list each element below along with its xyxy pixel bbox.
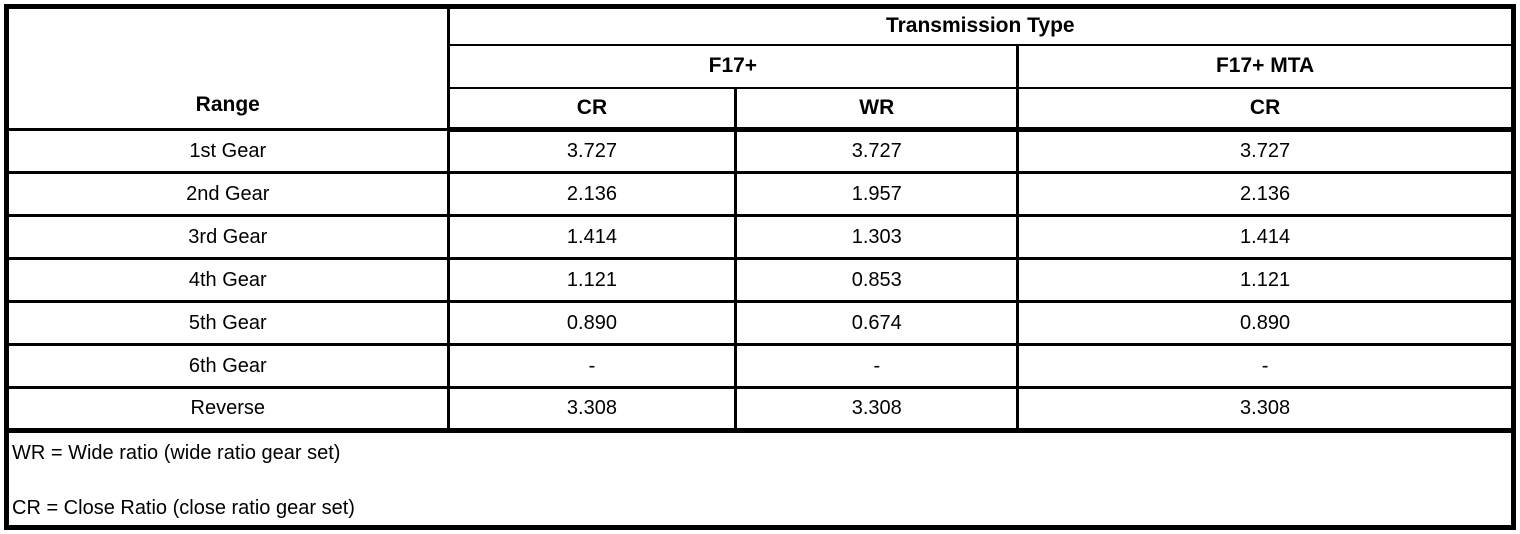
ratio-cell: 2.136 [446, 171, 738, 217]
range-cell: 6th Gear [5, 343, 450, 389]
ratio-cell: 3.727 [734, 128, 1020, 174]
col-header-f17-cr: CR [446, 86, 738, 132]
ratio-cell: 3.308 [446, 386, 738, 432]
ratio-cell: 3.308 [1016, 386, 1515, 432]
table-row-2nd-gear: 2nd Gear 2.136 1.957 2.136 [5, 171, 1515, 217]
col-header-mta-cr: CR [1016, 86, 1515, 132]
range-cell: 4th Gear [5, 257, 450, 303]
header-row-groups: F17+ F17+ MTA [7, 43, 1515, 89]
table-row-6th-gear: 6th Gear - - - [5, 343, 1515, 389]
ratio-cell: 3.308 [734, 386, 1020, 432]
ratio-cell: - [446, 343, 738, 389]
footnotes: WR = Wide ratio (wide ratio gear set) CR… [5, 428, 1515, 529]
ratio-cell: 1.414 [446, 214, 738, 260]
gear-ratio-table: Range Transmission Type F17+ F17+ MTA CR… [4, 4, 1516, 530]
ratio-cell: 0.853 [734, 257, 1020, 303]
ratio-cell: - [734, 343, 1020, 389]
range-cell: 1st Gear [5, 128, 450, 174]
ratio-cell: 1.957 [734, 171, 1020, 217]
group-header-f17-mta: F17+ MTA [1016, 43, 1515, 89]
range-cell: 2nd Gear [5, 171, 450, 217]
ratio-cell: 0.890 [446, 300, 738, 346]
ratio-cell: 2.136 [1016, 171, 1515, 217]
range-cell: 3rd Gear [5, 214, 450, 260]
footnotes-row: WR = Wide ratio (wide ratio gear set) CR… [5, 428, 1515, 529]
range-column-header: Range [5, 5, 450, 131]
group-header-f17: F17+ [446, 43, 1020, 89]
table-row-4th-gear: 4th Gear 1.121 0.853 1.121 [5, 257, 1515, 303]
note-cr-definition: CR = Close Ratio (close ratio gear set) [12, 497, 355, 519]
table-row-1st-gear: 1st Gear 3.727 3.727 3.727 [5, 128, 1515, 174]
header-row-columns: CR WR CR [7, 86, 1515, 132]
col-header-f17-wr: WR [734, 86, 1020, 132]
ratio-cell: 1.303 [734, 214, 1020, 260]
table-row-3rd-gear: 3rd Gear 1.414 1.303 1.414 [5, 214, 1515, 260]
ratio-cell: 3.727 [1016, 128, 1515, 174]
table-row-reverse: Reverse 3.308 3.308 3.308 [5, 386, 1515, 432]
ratio-cell: 3.727 [446, 128, 738, 174]
ratio-cell: 1.121 [446, 257, 738, 303]
ratio-cell: 1.414 [1016, 214, 1515, 260]
ratio-cell: - [1016, 343, 1515, 389]
range-cell: 5th Gear [5, 300, 450, 346]
range-cell: Reverse [5, 386, 450, 432]
ratio-cell: 0.890 [1016, 300, 1515, 346]
table-row-5th-gear: 5th Gear 0.890 0.674 0.890 [5, 300, 1515, 346]
note-wr-definition: WR = Wide ratio (wide ratio gear set) [12, 442, 341, 464]
transmission-type-header: Transmission Type [446, 5, 1516, 46]
ratio-cell: 0.674 [734, 300, 1020, 346]
header-row-transmission-type: Range Transmission Type [5, 5, 1516, 131]
ratio-cell: 1.121 [1016, 257, 1515, 303]
